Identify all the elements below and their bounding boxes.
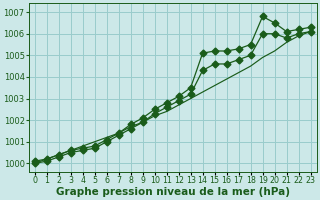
X-axis label: Graphe pression niveau de la mer (hPa): Graphe pression niveau de la mer (hPa) [56, 187, 290, 197]
